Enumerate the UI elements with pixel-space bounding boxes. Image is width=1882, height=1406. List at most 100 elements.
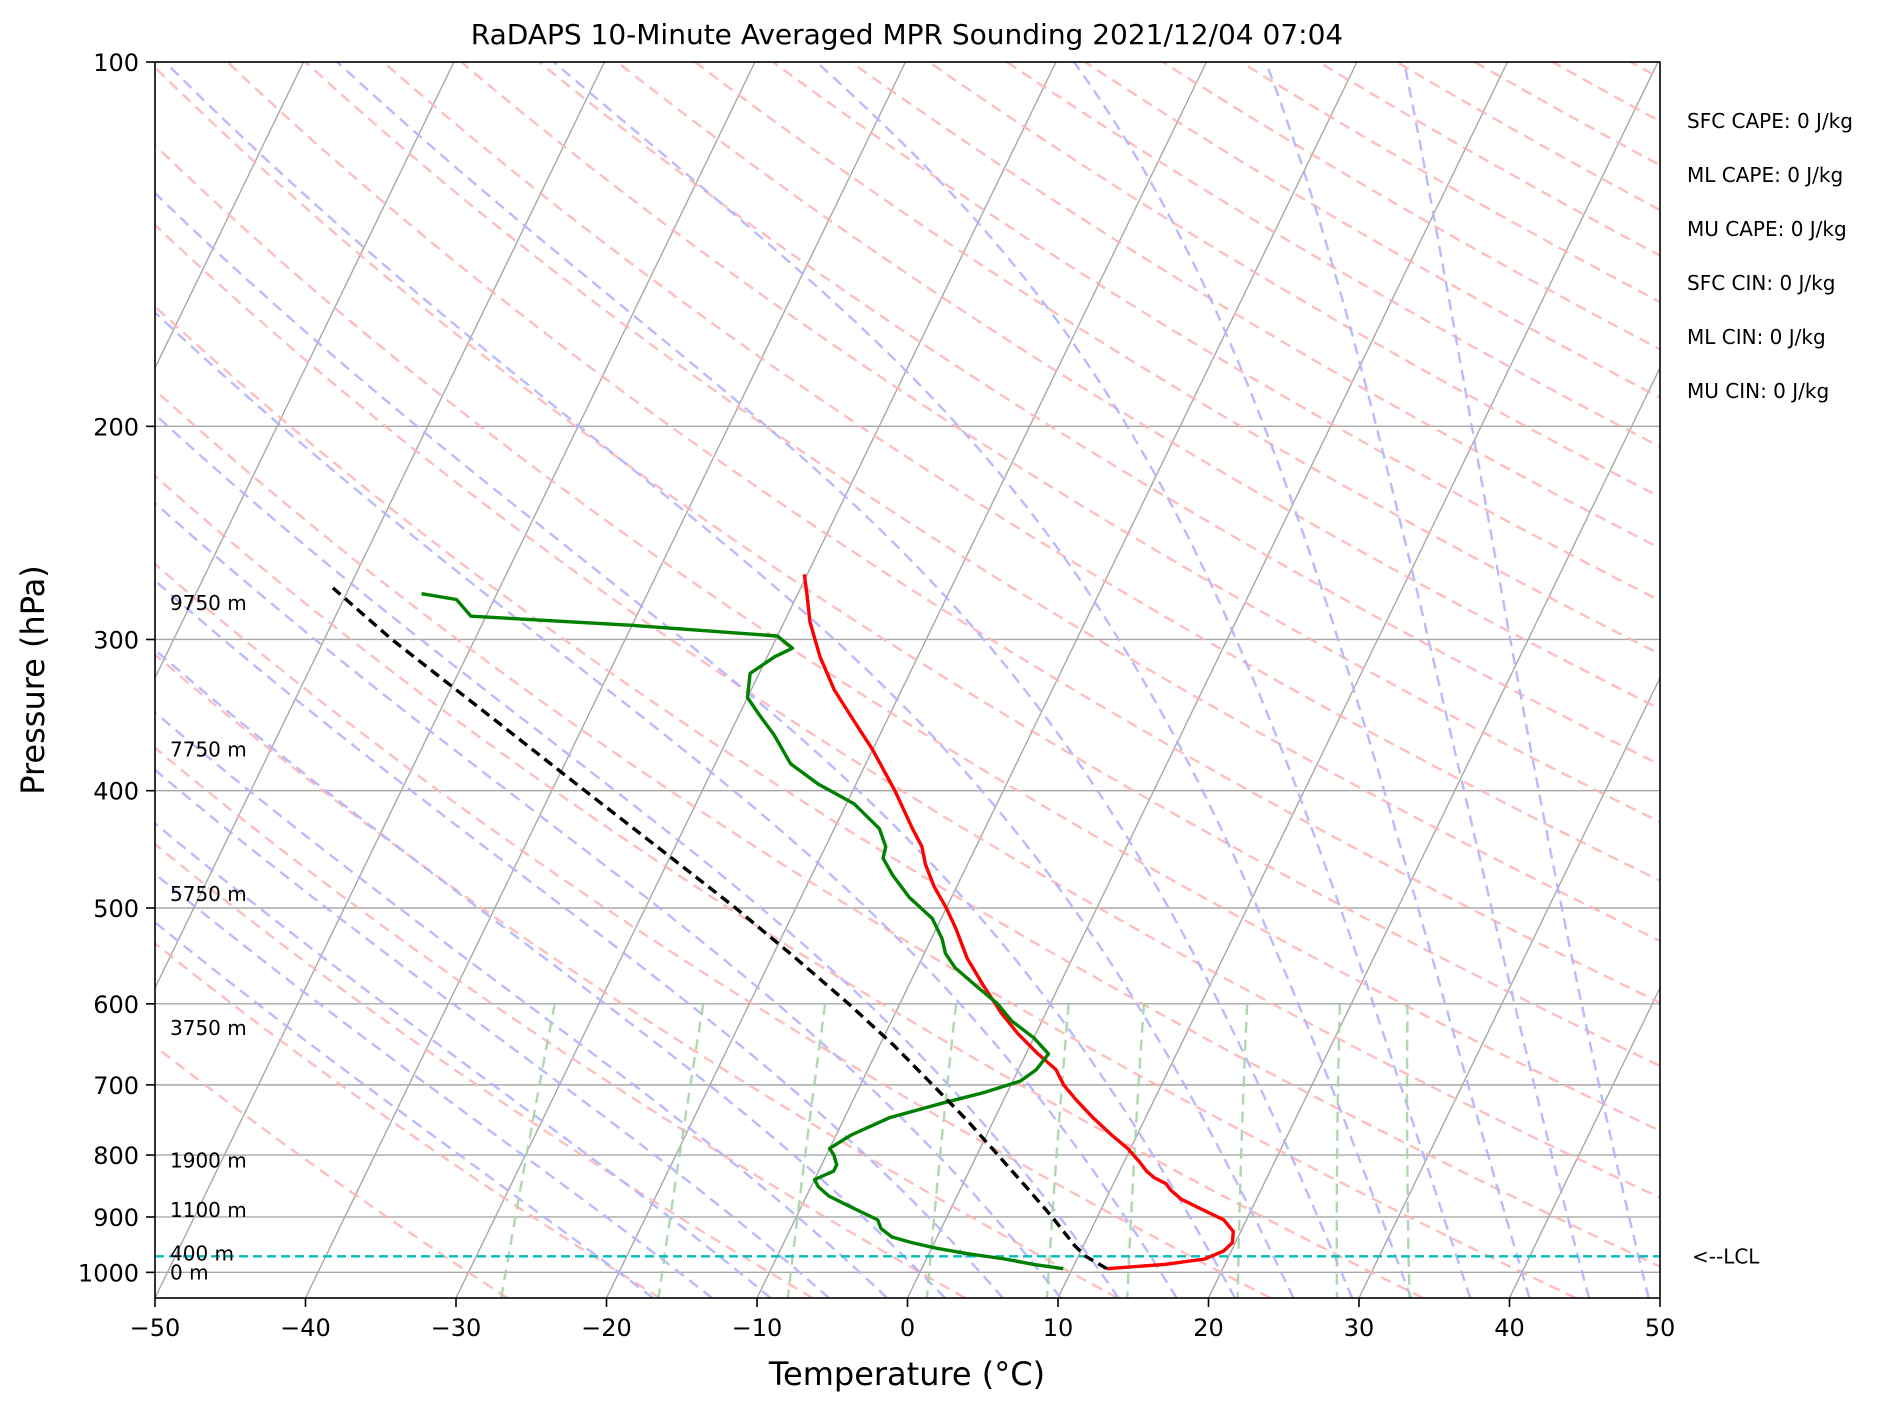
height-label: 5750 m bbox=[170, 882, 247, 906]
isotherm-line bbox=[1207, 366, 1660, 1298]
dry-adiabat-line bbox=[850, 62, 1660, 550]
y-tick-label: 900 bbox=[93, 1204, 139, 1232]
x-tick-label: 50 bbox=[1645, 1314, 1676, 1342]
isotherm-line bbox=[0, 62, 2, 1298]
moist-adiabat-line bbox=[155, 191, 1237, 1298]
moist-adiabat-line bbox=[1264, 62, 1591, 1298]
mixing-ratio-line bbox=[657, 1003, 705, 1298]
dry-adiabat-line bbox=[1006, 62, 1660, 449]
isotherm-line bbox=[1358, 676, 1660, 1298]
data-lines bbox=[155, 574, 1660, 1271]
stability-index-text: SFC CIN: 0 J/kg bbox=[1687, 271, 1835, 295]
y-tick-label: 700 bbox=[93, 1072, 139, 1100]
moist-adiabat-line bbox=[155, 310, 1178, 1298]
moist-adiabat-line bbox=[155, 768, 830, 1298]
moist-adiabat-line bbox=[155, 821, 772, 1298]
x-tick-label: −40 bbox=[280, 1314, 331, 1342]
dewpoint-profile-line bbox=[421, 592, 1064, 1271]
background-lines bbox=[0, 62, 1882, 1298]
mixing-ratio-line bbox=[1126, 1003, 1146, 1298]
mixing-ratio-line bbox=[925, 1003, 958, 1298]
dry-adiabat-line bbox=[538, 62, 1660, 767]
dry-adiabat-line bbox=[155, 388, 1577, 1298]
moist-adiabat-line bbox=[1402, 62, 1650, 1298]
y-tick-label: 100 bbox=[93, 49, 139, 77]
mixing-ratio-line bbox=[1405, 1003, 1411, 1298]
temperature-profile-line bbox=[802, 574, 1236, 1271]
stability-indices: SFC CAPE: 0 J/kg ML CAPE: 0 J/kg MU CAPE: … bbox=[1687, 109, 1853, 403]
axes: −50 −40 −30 −20 −10 0 10 20 30 40 50 100 200 300 400 50… bbox=[78, 49, 1675, 1342]
dry-adiabat-line bbox=[155, 562, 1271, 1298]
isotherm-line bbox=[1057, 62, 1659, 1298]
dry-adiabat-line bbox=[460, 62, 1660, 824]
x-tick-label: 10 bbox=[1043, 1314, 1074, 1342]
x-axis-label: Temperature (°C) bbox=[768, 1355, 1045, 1393]
moist-adiabat-line bbox=[553, 62, 1413, 1298]
dry-adiabat-line bbox=[1240, 62, 1660, 304]
x-tick-label: −30 bbox=[431, 1314, 482, 1342]
mixing-ratio-line bbox=[1045, 1003, 1070, 1298]
mixing-ratio-line bbox=[500, 1003, 556, 1298]
height-label: 7750 m bbox=[170, 738, 247, 762]
x-tick-label: 30 bbox=[1344, 1314, 1375, 1342]
isotherm-line bbox=[1508, 986, 1660, 1298]
dry-adiabat-line bbox=[1709, 62, 1882, 1298]
dry-adiabat-line bbox=[155, 1044, 509, 1298]
height-label: 1900 m bbox=[170, 1148, 247, 1172]
lcl-label: <--LCL bbox=[1692, 1244, 1760, 1268]
moist-adiabat-line bbox=[155, 710, 889, 1298]
dry-adiabat-line bbox=[1084, 62, 1660, 399]
moist-adiabat-line bbox=[1073, 62, 1531, 1298]
y-tick-label: 500 bbox=[93, 895, 139, 923]
dry-adiabat-line bbox=[155, 65, 1660, 1068]
dry-adiabat-line bbox=[304, 62, 1660, 943]
dry-adiabat-line bbox=[155, 143, 1660, 1133]
stability-index-text: SFC CAPE: 0 J/kg bbox=[1687, 109, 1853, 133]
x-tick-label: 40 bbox=[1494, 1314, 1525, 1342]
y-tick-label: 400 bbox=[93, 778, 139, 806]
mixing-ratio-line bbox=[1335, 1003, 1341, 1298]
isotherm-line bbox=[304, 62, 907, 1298]
moist-adiabat-line bbox=[155, 579, 1004, 1298]
moist-adiabat-line bbox=[155, 920, 654, 1298]
x-tick-label: −10 bbox=[732, 1314, 783, 1342]
dry-adiabat-line bbox=[155, 474, 1424, 1298]
isotherm-line bbox=[605, 62, 1208, 1298]
height-label: 9750 m bbox=[170, 591, 247, 615]
height-label: 400 m bbox=[170, 1242, 234, 1266]
isotherm-line bbox=[906, 62, 1509, 1298]
x-tick-label: −50 bbox=[130, 1314, 181, 1342]
moist-adiabat-line bbox=[155, 501, 1062, 1298]
dry-adiabat-line bbox=[772, 62, 1660, 602]
dry-adiabat-line bbox=[155, 941, 661, 1298]
dry-adiabat-line bbox=[1396, 62, 1660, 212]
dry-adiabat-line bbox=[155, 304, 1660, 1268]
chart-title: RaDAPS 10-Minute Averaged MPR Sounding 2… bbox=[471, 18, 1343, 51]
dry-adiabat-line bbox=[155, 842, 814, 1298]
moist-adiabat-line bbox=[155, 648, 946, 1298]
dry-adiabat-line bbox=[226, 62, 1660, 1004]
stability-index-text: MU CAPE: 0 J/kg bbox=[1687, 217, 1847, 241]
dry-adiabat-line bbox=[1474, 62, 1660, 167]
y-axis-label: Pressure (hPa) bbox=[14, 565, 52, 795]
dry-adiabat-line bbox=[382, 62, 1660, 883]
isotherm-line bbox=[455, 62, 1057, 1298]
mixing-ratio-line bbox=[786, 1003, 827, 1298]
y-tick-label: 300 bbox=[93, 626, 139, 654]
y-tick-label: 1000 bbox=[78, 1259, 139, 1287]
moist-adiabat-line bbox=[155, 872, 713, 1298]
dry-adiabat-line bbox=[1787, 62, 1882, 1298]
dry-adiabat-line bbox=[1865, 62, 1882, 1298]
stability-index-text: ML CIN: 0 J/kg bbox=[1687, 325, 1826, 349]
dry-adiabat-line bbox=[1630, 62, 1660, 80]
x-tick-label: −20 bbox=[581, 1314, 632, 1342]
x-tick-label: 0 bbox=[900, 1314, 915, 1342]
moist-adiabat-line bbox=[164, 62, 1295, 1298]
isotherm-line bbox=[155, 62, 455, 680]
isotherm-line bbox=[155, 62, 305, 370]
moist-adiabat-line bbox=[815, 62, 1472, 1298]
dry-adiabat-line bbox=[694, 62, 1660, 656]
y-tick-label: 600 bbox=[93, 991, 139, 1019]
